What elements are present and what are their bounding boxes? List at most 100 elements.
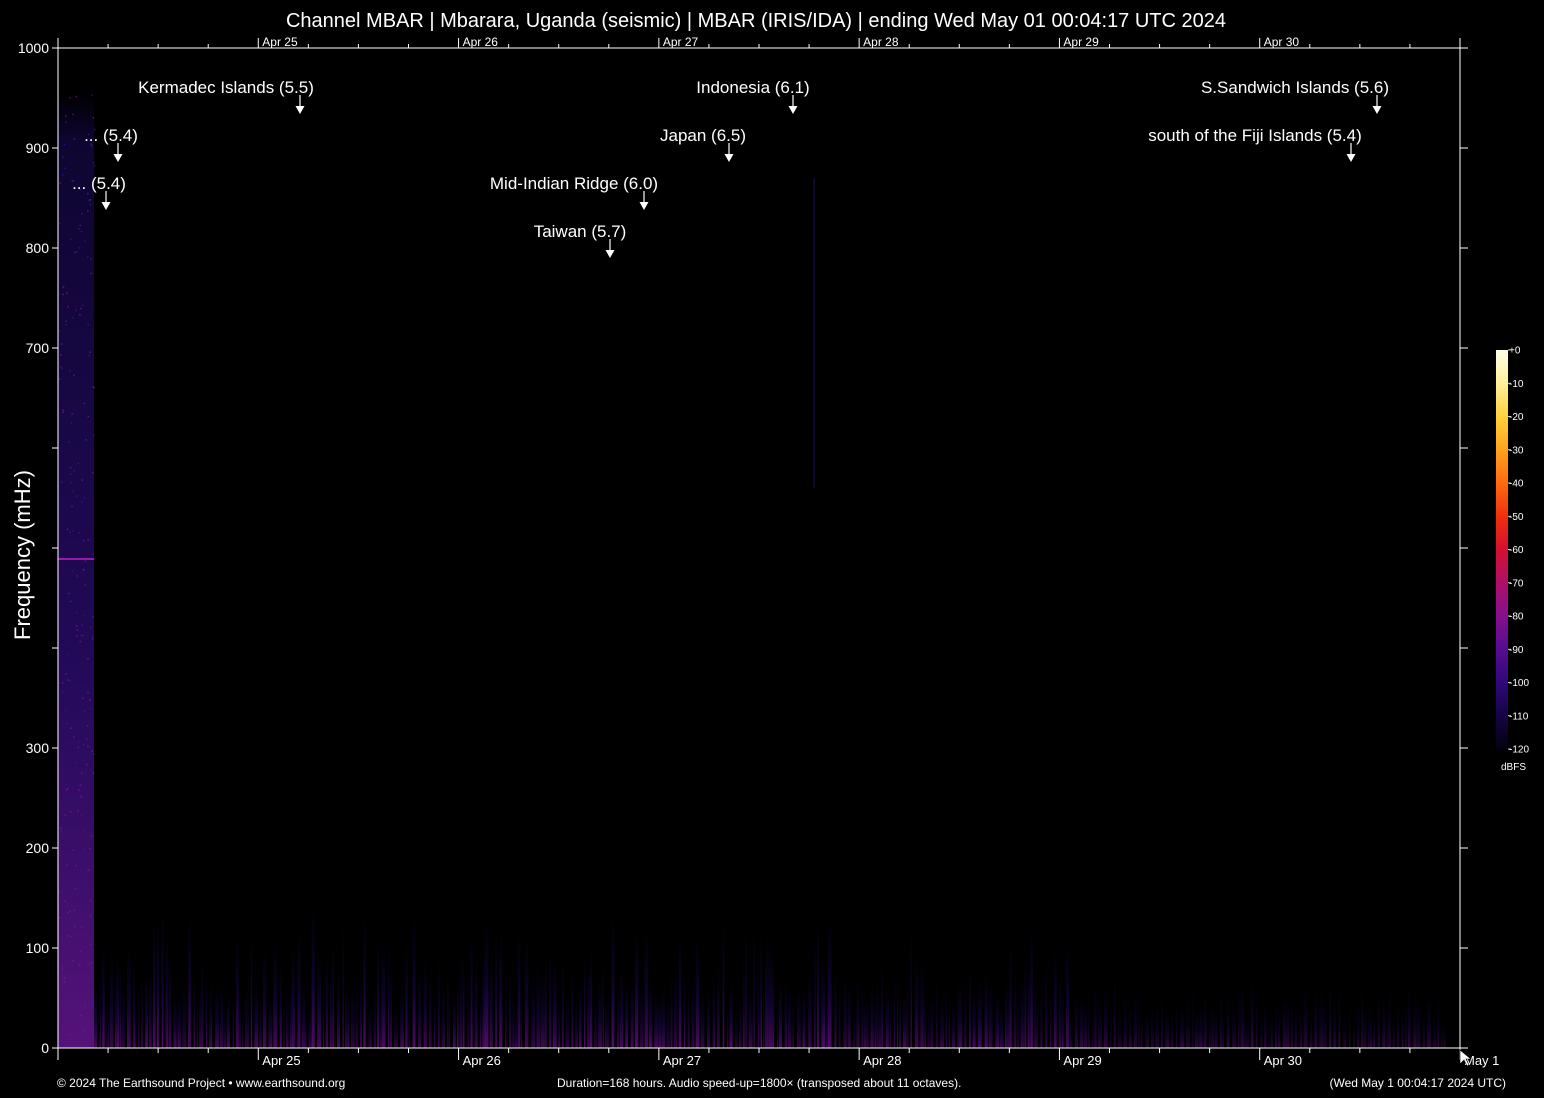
noise-speck (90, 258, 92, 260)
plot-background (58, 48, 1460, 1048)
low-frequency-streak (625, 977, 629, 1048)
low-frequency-streak (1338, 986, 1341, 1048)
noise-speck (79, 784, 82, 786)
low-frequency-streak (717, 959, 720, 1048)
noise-speck (81, 973, 83, 976)
low-frequency-streak (400, 986, 404, 1048)
low-frequency-streak (1333, 997, 1337, 1048)
low-frequency-streak (262, 946, 267, 1048)
low-frequency-streak (241, 1006, 244, 1048)
low-frequency-streak (168, 955, 172, 1048)
low-frequency-streak (308, 1006, 312, 1048)
low-frequency-streak (644, 928, 649, 1048)
low-frequency-streak (137, 989, 140, 1048)
noise-speck (65, 789, 68, 791)
low-frequency-streak (418, 967, 422, 1048)
low-frequency-streak (878, 994, 882, 1048)
noise-speck (72, 529, 75, 532)
low-frequency-streak (1310, 1012, 1313, 1048)
low-frequency-streak (297, 928, 301, 1048)
low-frequency-streak (1270, 1008, 1273, 1048)
low-frequency-streak (363, 912, 366, 1048)
low-frequency-streak (268, 996, 273, 1048)
low-frequency-streak (1151, 1004, 1154, 1048)
noise-speck (82, 634, 84, 636)
low-frequency-streak (459, 958, 463, 1048)
x-tick-label-top: Apr 30 (1264, 35, 1300, 49)
noise-speck (60, 1044, 63, 1046)
noise-speck (89, 351, 91, 353)
low-frequency-streak (239, 992, 241, 1048)
low-frequency-streak (1199, 1005, 1203, 1048)
noise-speck (66, 958, 68, 961)
low-frequency-streak (1369, 1011, 1373, 1048)
low-frequency-streak (115, 968, 117, 1048)
noise-speck (89, 869, 91, 872)
low-frequency-streak (1014, 970, 1017, 1048)
noise-speck (89, 900, 92, 902)
noise-speck (84, 496, 86, 499)
noise-speck (59, 366, 62, 369)
event-arrow-head (605, 250, 615, 258)
low-frequency-streak (808, 966, 812, 1048)
noise-speck (76, 629, 79, 631)
low-frequency-streak (678, 930, 682, 1048)
x-tick-label: Apr 28 (863, 1053, 901, 1068)
low-frequency-streak (480, 993, 481, 1048)
low-frequency-streak (619, 967, 623, 1048)
low-frequency-streak (611, 913, 615, 1048)
low-frequency-streak (735, 1009, 738, 1048)
noise-speck (91, 635, 94, 638)
low-frequency-streak (1219, 990, 1222, 1048)
event-arrow-head (1372, 106, 1382, 114)
low-frequency-streak (412, 915, 416, 1048)
low-frequency-streak (1040, 983, 1043, 1048)
noise-speck (90, 145, 93, 147)
noise-speck (86, 895, 88, 898)
low-frequency-streak (1088, 996, 1090, 1048)
low-frequency-streak (1140, 1010, 1143, 1048)
low-frequency-streak (649, 982, 653, 1048)
low-frequency-streak (575, 996, 578, 1048)
noise-speck (73, 736, 75, 738)
noise-speck (81, 479, 83, 481)
noise-speck (84, 710, 86, 713)
low-frequency-streak (290, 990, 292, 1048)
low-frequency-streak (1361, 983, 1363, 1048)
low-frequency-streak (199, 983, 202, 1048)
low-frequency-streak (1353, 1014, 1355, 1048)
low-frequency-streak (1155, 1000, 1159, 1048)
low-frequency-streak (109, 951, 114, 1048)
noise-speck (77, 834, 79, 837)
low-frequency-streak (1009, 939, 1012, 1048)
low-frequency-streak (1058, 977, 1062, 1048)
low-frequency-streak (447, 961, 449, 1048)
noise-speck (90, 143, 93, 145)
low-frequency-streak (769, 941, 773, 1048)
y-tick-label: 0 (41, 1040, 49, 1056)
noise-speck (88, 199, 90, 202)
low-frequency-streak (1118, 1010, 1122, 1048)
low-frequency-streak (634, 929, 639, 1048)
noise-speck (86, 763, 88, 766)
low-frequency-streak (201, 955, 204, 1048)
low-frequency-streak (874, 992, 877, 1048)
noise-speck (69, 531, 71, 534)
noise-speck (67, 679, 69, 681)
noise-speck (65, 709, 67, 711)
noise-speck (92, 823, 94, 825)
noise-speck (78, 532, 80, 534)
low-frequency-streak (210, 979, 213, 1048)
noise-speck (82, 569, 84, 571)
low-frequency-streak (1171, 1014, 1174, 1048)
noise-speck (82, 945, 85, 948)
low-frequency-streak (604, 995, 609, 1048)
noise-speck (86, 256, 89, 258)
low-frequency-streak (1329, 982, 1332, 1048)
noise-speck (91, 750, 93, 752)
noise-speck (87, 210, 89, 212)
noise-speck (79, 640, 82, 643)
colorbar-tick-label: -100 (1509, 678, 1529, 689)
colorbar-tick-label: -70 (1509, 578, 1524, 589)
low-frequency-streak (127, 944, 131, 1048)
